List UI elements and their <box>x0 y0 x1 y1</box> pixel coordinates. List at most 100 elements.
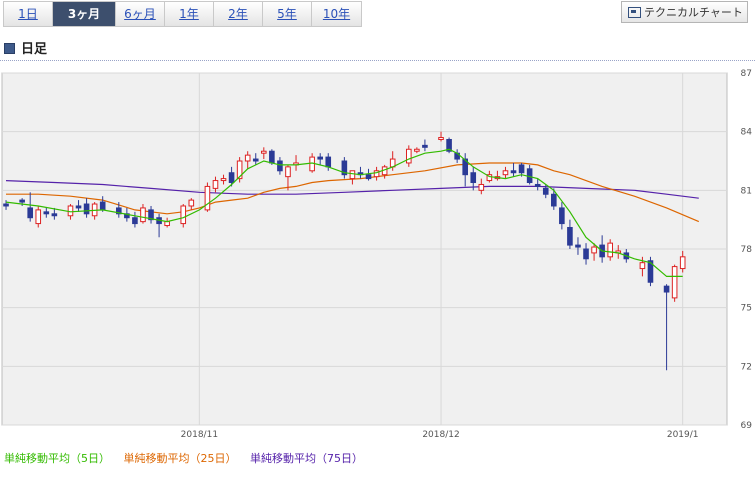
candle <box>583 243 589 265</box>
candle-body <box>228 172 235 184</box>
candle <box>212 176 219 193</box>
candle <box>422 139 428 152</box>
y-tick-label: 72 <box>741 362 752 372</box>
candle <box>373 166 380 181</box>
candle <box>236 157 243 183</box>
technical-chart-label: テクニカルチャート <box>644 6 743 19</box>
candle-body <box>252 158 259 162</box>
candle-body <box>671 266 678 299</box>
candle <box>204 182 211 212</box>
candle <box>502 166 509 179</box>
period-tabs: 1日 3ヶ月 6ヶ月 1年 2年 5年 10年 <box>3 1 362 27</box>
y-tick-label: 69 <box>741 421 753 431</box>
x-tick-label: 2018/12 <box>422 430 459 440</box>
candle-body <box>19 199 25 203</box>
x-tick-label: 2018/11 <box>181 430 218 440</box>
candle <box>671 264 678 302</box>
candle <box>317 153 323 165</box>
candle-body <box>180 205 187 225</box>
divider <box>0 60 755 61</box>
candle <box>365 168 372 181</box>
candle <box>116 202 122 218</box>
candle-body <box>406 148 412 164</box>
candle-body <box>462 158 468 176</box>
candle <box>35 205 42 228</box>
candle-body <box>349 170 356 180</box>
candle <box>551 188 557 210</box>
candle <box>261 147 267 160</box>
candle-body <box>510 170 517 174</box>
candle-body <box>83 203 90 215</box>
candle-body <box>567 226 573 246</box>
candle <box>478 178 485 195</box>
candle <box>27 192 33 222</box>
candle-body <box>204 185 211 211</box>
candle-body <box>365 174 372 180</box>
x-tick-label: 2019/1 <box>667 430 699 440</box>
candle-body <box>470 172 477 184</box>
tab-6m[interactable]: 6ヶ月 <box>116 2 165 26</box>
candle-body <box>639 262 646 270</box>
candle <box>75 200 82 212</box>
candle <box>607 239 613 261</box>
candle <box>470 166 477 191</box>
candle <box>228 166 235 187</box>
y-tick-label: 81 <box>741 186 752 196</box>
candle <box>639 256 646 277</box>
candle <box>148 205 154 224</box>
y-tick-label: 84 <box>741 128 753 138</box>
candle-body <box>244 154 251 162</box>
candle <box>679 250 686 273</box>
tab-1d[interactable]: 1日 <box>4 2 53 26</box>
y-tick-label: 75 <box>741 304 752 314</box>
candle <box>462 153 468 187</box>
candle-body <box>647 260 654 283</box>
candle <box>140 204 146 224</box>
tab-10y[interactable]: 10年 <box>312 2 361 26</box>
candle <box>188 198 195 210</box>
legend-ma75: 単純移動平均（75日） <box>250 452 363 465</box>
tab-5y[interactable]: 5年 <box>263 2 312 26</box>
candle-body <box>75 205 82 209</box>
candle-body <box>583 248 589 260</box>
candle <box>542 184 549 199</box>
candle-body <box>51 213 58 217</box>
candle-body <box>277 160 283 172</box>
candle <box>244 151 251 169</box>
candle <box>446 137 452 154</box>
candle-body <box>236 160 243 180</box>
candle <box>559 202 565 230</box>
candle-body <box>607 242 613 258</box>
tab-2y[interactable]: 2年 <box>214 2 263 26</box>
candle <box>252 153 259 165</box>
candle-body <box>575 244 581 248</box>
candle-body <box>486 174 493 182</box>
candle-body <box>414 148 420 152</box>
candle-body <box>285 166 291 178</box>
candle <box>438 131 444 142</box>
candle-body <box>325 156 332 168</box>
candle-body <box>422 144 428 148</box>
candle <box>567 219 573 249</box>
tab-3m[interactable]: 3ヶ月 <box>53 2 116 26</box>
candle <box>132 211 138 228</box>
section-square-icon <box>4 43 15 54</box>
candle <box>575 237 581 255</box>
candle-body <box>542 187 549 195</box>
candle-body <box>261 150 267 154</box>
candle-body <box>551 193 557 207</box>
chart-window-icon <box>628 7 641 18</box>
candle-body <box>99 201 106 211</box>
technical-chart-button[interactable]: テクニカルチャート <box>621 1 748 23</box>
candle-body <box>3 203 9 207</box>
candle <box>349 170 356 185</box>
tab-1y[interactable]: 1年 <box>165 2 214 26</box>
candle-body <box>518 164 525 174</box>
section-title: 日足 <box>21 42 48 57</box>
candle-body <box>317 156 323 160</box>
candle-body <box>116 207 122 215</box>
candle <box>414 147 420 154</box>
y-tick-label: 87 <box>741 69 752 79</box>
legend: 単純移動平均（5日） 単純移動平均（25日） 単純移動平均（75日） <box>4 450 373 466</box>
candle <box>510 162 517 177</box>
